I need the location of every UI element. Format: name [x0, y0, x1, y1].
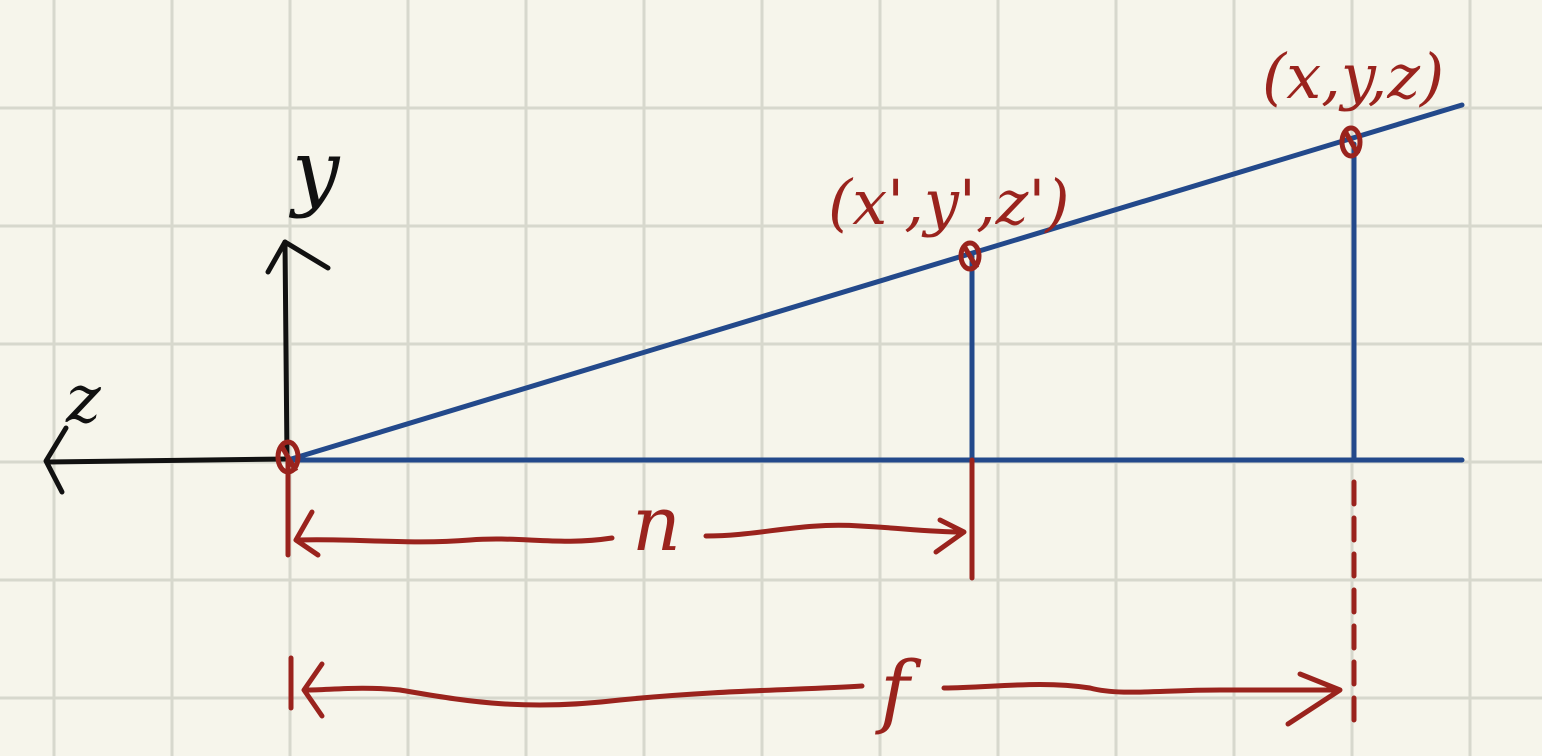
z-axis-label: z [65, 361, 102, 438]
near-point-marker [958, 240, 982, 272]
projection-lines [285, 102, 1465, 463]
far-point-label: (x,y,z) [1262, 40, 1444, 113]
z-axis-arrowhead [43, 425, 69, 495]
near-distance-arrow-right [703, 522, 965, 539]
projection-ray [285, 102, 1465, 463]
near-distance-arrowhead-left [293, 509, 321, 558]
y-axis [282, 239, 290, 461]
near-point-label: (x',y',z') [828, 166, 1070, 239]
far-distance-arrowhead-right [1285, 671, 1343, 727]
far-distance-arrow-left [303, 683, 865, 708]
origin-marker [275, 439, 301, 475]
far-distance-arrowhead-left [301, 661, 325, 719]
near-distance-arrowhead-right [933, 517, 967, 555]
far-distance-arrow-right [941, 681, 1341, 695]
camera-axes [43, 239, 331, 495]
z-axis [45, 456, 291, 465]
point-markers [275, 125, 1363, 475]
near-distance-arrow-left [295, 535, 615, 545]
distance-markers [285, 457, 1357, 727]
y-axis-arrowhead [265, 239, 331, 275]
y-axis-label: y [288, 122, 341, 220]
far-point-marker [1339, 125, 1363, 159]
near-distance-label: n [632, 479, 681, 568]
